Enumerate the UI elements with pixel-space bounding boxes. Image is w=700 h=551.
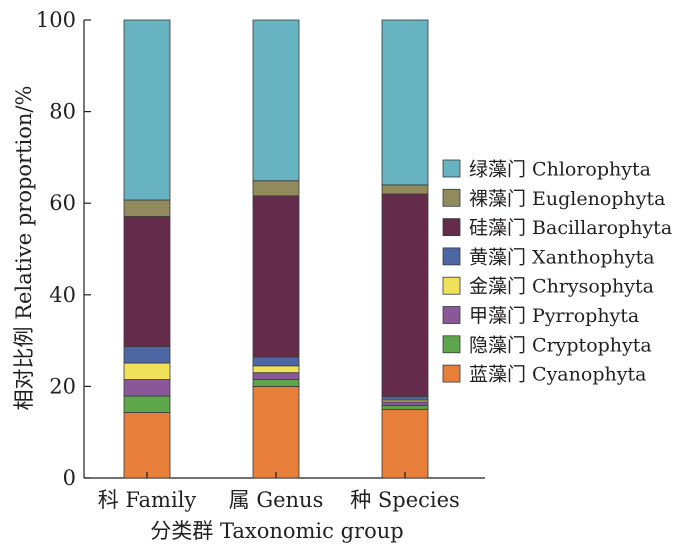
x-axis-title: 分类群 Taxonomic group xyxy=(150,519,403,543)
bar-segment-xanthophyta-family xyxy=(123,346,171,364)
legend-label-cryptophyta: 隐藻门 Cryptophyta xyxy=(469,334,652,356)
bar-segment-bacillarophyta-family xyxy=(123,216,171,347)
bar-segment-pyrrophyta-genus xyxy=(252,372,300,380)
bar-segment-chrysophyta-family xyxy=(123,362,171,380)
legend-swatch-euglenophyta xyxy=(442,188,461,207)
y-tick-label: 80 xyxy=(49,100,76,124)
bar-segment-cryptophyta-species xyxy=(381,405,429,410)
bar-segment-euglenophyta-family xyxy=(123,199,171,217)
bar-segment-cyanophyta-species xyxy=(381,408,429,479)
y-tick-label: 60 xyxy=(49,191,76,215)
x-tick-label: 科 Family xyxy=(98,488,197,512)
legend-label-chrysophyta: 金藻门 Chrysophyta xyxy=(469,276,654,298)
legend-swatch-chrysophyta xyxy=(442,276,461,295)
bar-segment-pyrrophyta-species xyxy=(381,401,429,407)
bar-segment-cyanophyta-genus xyxy=(252,385,300,479)
x-tick-label: 种 Species xyxy=(350,488,460,512)
legend-label-chlorophyta: 绿藻门 Chlorophyta xyxy=(469,159,651,181)
y-tick-label: 100 xyxy=(36,8,76,32)
y-tick-label: 40 xyxy=(49,283,76,307)
bar-segment-xanthophyta-genus xyxy=(252,356,300,367)
y-axis-title: 相对比例 Relative proportion/% xyxy=(12,86,36,411)
bar-segment-bacillarophyta-genus xyxy=(252,195,300,358)
bar-segment-bacillarophyta-species xyxy=(381,193,429,397)
legend-swatch-cyanophyta xyxy=(442,364,461,383)
legend-label-bacillarophyta: 硅藻门 Bacillarophyta xyxy=(469,217,672,239)
legend-label-xanthophyta: 黄藻门 Xanthophyta xyxy=(469,246,655,268)
legend-swatch-xanthophyta xyxy=(442,247,461,266)
legend-swatch-pyrrophyta xyxy=(442,306,461,324)
bar-segment-chlorophyta-genus xyxy=(252,19,300,182)
legend-swatch-chlorophyta xyxy=(442,159,461,178)
bars-layer xyxy=(123,19,429,479)
legend-label-pyrrophyta: 甲藻门 Pyrrophyta xyxy=(469,305,639,327)
legend: 绿藻门 Chlorophyta 裸藻门 Euglenophyta 硅藻门 Bacil… xyxy=(442,159,672,386)
x-tick-label: 属 Genus xyxy=(229,488,324,512)
bar-segment-pyrrophyta-family xyxy=(123,379,171,397)
bar-segment-chlorophyta-species xyxy=(381,19,429,186)
bar-segment-chrysophyta-genus xyxy=(252,365,300,374)
bar-segment-xanthophyta-species xyxy=(381,396,429,401)
bar-segment-cryptophyta-genus xyxy=(252,379,300,387)
bar-segment-euglenophyta-genus xyxy=(252,180,300,197)
bar-segment-euglenophyta-species xyxy=(381,184,429,195)
legend-swatch-bacillarophyta xyxy=(442,218,461,237)
legend-label-cyanophyta: 蓝藻门 Cyanophyta xyxy=(469,364,646,386)
y-tick-label: 0 xyxy=(63,466,76,490)
bar-segment-cryptophyta-family xyxy=(123,395,171,413)
bar-segment-chlorophyta-family xyxy=(123,19,171,201)
y-tick-label: 20 xyxy=(49,374,76,398)
bar-segment-cyanophyta-family xyxy=(123,412,171,479)
ticks-layer: 0 20 40 60 80 100 科 Family 属 Genus 种 Species xyxy=(36,8,460,512)
legend-swatch-cryptophyta xyxy=(442,335,461,354)
legend-label-euglenophyta: 裸藻门 Euglenophyta xyxy=(469,188,665,210)
